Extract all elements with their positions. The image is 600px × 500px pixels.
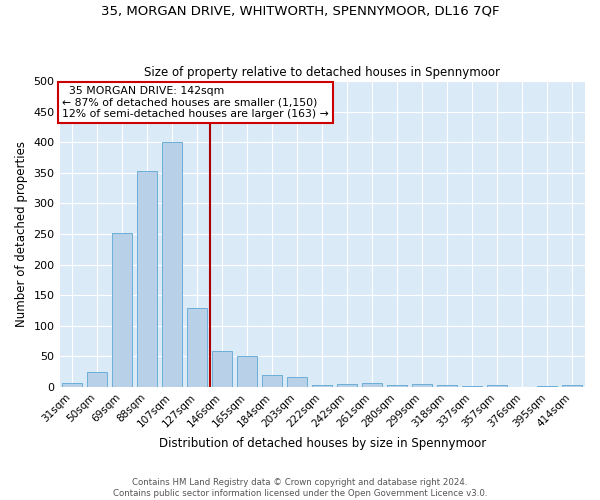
Bar — [362, 384, 382, 387]
Text: 35 MORGAN DRIVE: 142sqm
← 87% of detached houses are smaller (1,150)
12% of semi: 35 MORGAN DRIVE: 142sqm ← 87% of detache… — [62, 86, 329, 119]
Bar — [212, 351, 232, 387]
Bar — [112, 233, 132, 387]
Bar — [463, 386, 482, 387]
Bar — [262, 376, 282, 387]
Bar — [437, 385, 457, 387]
Bar — [388, 385, 407, 387]
Y-axis label: Number of detached properties: Number of detached properties — [15, 141, 28, 327]
Bar — [562, 385, 583, 387]
Bar — [287, 377, 307, 387]
Text: 35, MORGAN DRIVE, WHITWORTH, SPENNYMOOR, DL16 7QF: 35, MORGAN DRIVE, WHITWORTH, SPENNYMOOR,… — [101, 5, 499, 18]
Text: Contains HM Land Registry data © Crown copyright and database right 2024.
Contai: Contains HM Land Registry data © Crown c… — [113, 478, 487, 498]
X-axis label: Distribution of detached houses by size in Spennymoor: Distribution of detached houses by size … — [158, 437, 486, 450]
Bar — [137, 171, 157, 387]
Title: Size of property relative to detached houses in Spennymoor: Size of property relative to detached ho… — [144, 66, 500, 78]
Bar — [538, 386, 557, 387]
Bar — [87, 372, 107, 387]
Bar — [337, 384, 358, 387]
Bar — [62, 384, 82, 387]
Bar — [487, 385, 508, 387]
Bar — [187, 308, 207, 387]
Bar — [162, 142, 182, 387]
Bar — [312, 385, 332, 387]
Bar — [412, 384, 433, 387]
Bar — [237, 356, 257, 387]
